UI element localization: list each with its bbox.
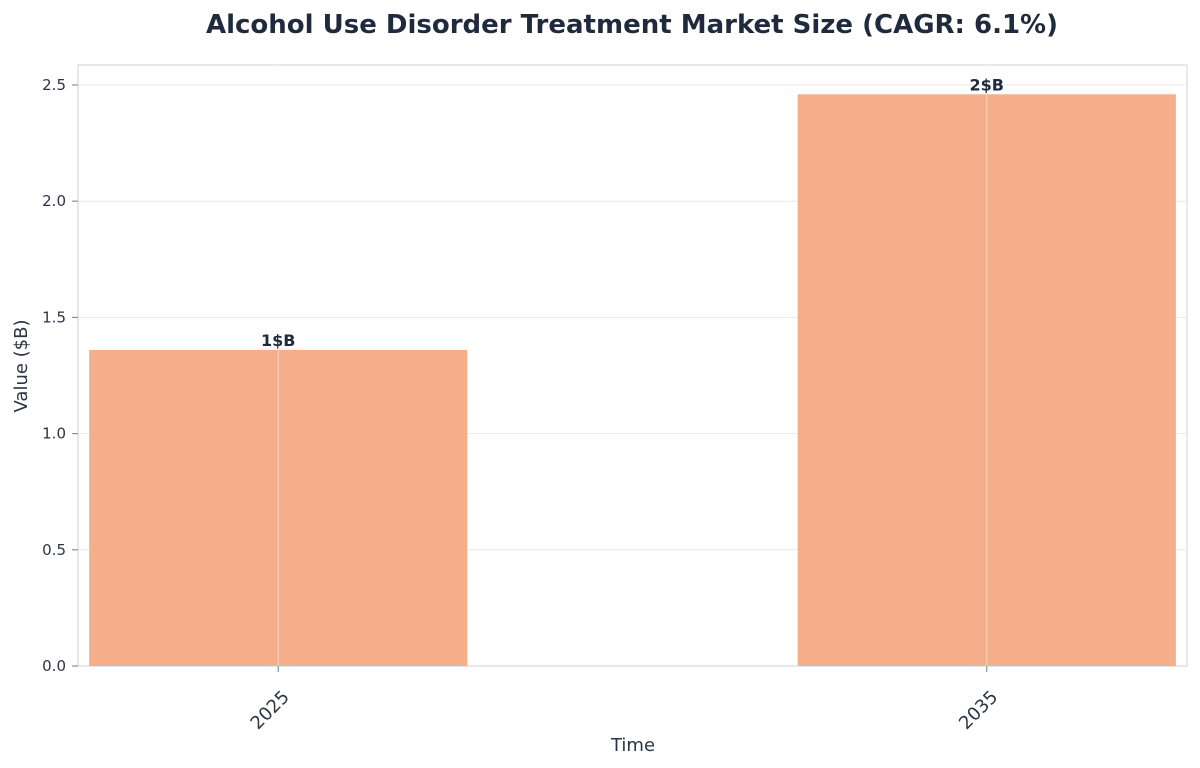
y-axis-label: Value ($B) bbox=[11, 320, 32, 413]
y-tick-label: 0.0 bbox=[42, 657, 66, 675]
plot-area: 1$B 2$B 0.0 0.5 1.0 1.5 2.0 2.5 2025 2035 bbox=[42, 64, 1188, 734]
y-tick-label: 2.0 bbox=[42, 192, 66, 210]
y-tick-label: 1.0 bbox=[42, 425, 66, 443]
y-tick-label: 1.5 bbox=[42, 308, 66, 326]
data-label-2035: 2$B bbox=[970, 75, 1004, 94]
x-tick-label-2025: 2025 bbox=[247, 687, 294, 734]
x-axis-label: Time bbox=[610, 735, 655, 756]
x-axis-ticks: 2025 2035 bbox=[247, 666, 1002, 734]
data-label-2025: 1$B bbox=[261, 331, 295, 350]
bars bbox=[89, 94, 1176, 666]
vertical-grid-lines bbox=[277, 65, 988, 666]
x-tick-label-2035: 2035 bbox=[955, 687, 1002, 734]
plot-frame bbox=[77, 64, 1188, 667]
y-tick-label: 2.5 bbox=[42, 76, 66, 94]
chart-title: Alcohol Use Disorder Treatment Market Si… bbox=[206, 10, 1058, 40]
y-tick-label: 0.5 bbox=[42, 541, 66, 559]
bar-2025 bbox=[89, 349, 468, 666]
y-axis-ticks: 0.0 0.5 1.0 1.5 2.0 2.5 bbox=[42, 76, 78, 675]
bar-2035 bbox=[797, 94, 1176, 666]
data-labels: 1$B 2$B bbox=[261, 75, 1004, 350]
